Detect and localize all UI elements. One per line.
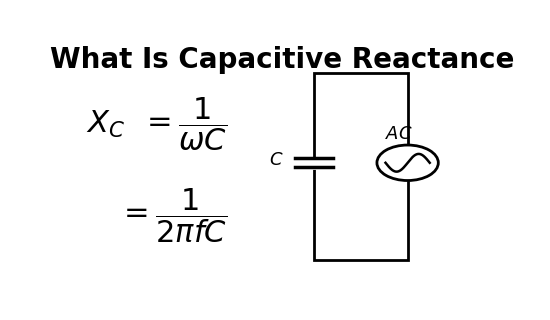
Text: What Is Capacitive Reactance: What Is Capacitive Reactance: [50, 46, 514, 74]
Circle shape: [377, 145, 438, 180]
Bar: [314, 73, 408, 260]
Text: $=\dfrac{1}{\omega C}$: $=\dfrac{1}{\omega C}$: [141, 96, 228, 153]
Text: $C$: $C$: [270, 151, 284, 169]
Text: $=\dfrac{1}{2\pi f C}$: $=\dfrac{1}{2\pi f C}$: [118, 187, 227, 245]
Text: $AC$: $AC$: [384, 124, 412, 143]
Text: $X_C$: $X_C$: [86, 109, 125, 140]
